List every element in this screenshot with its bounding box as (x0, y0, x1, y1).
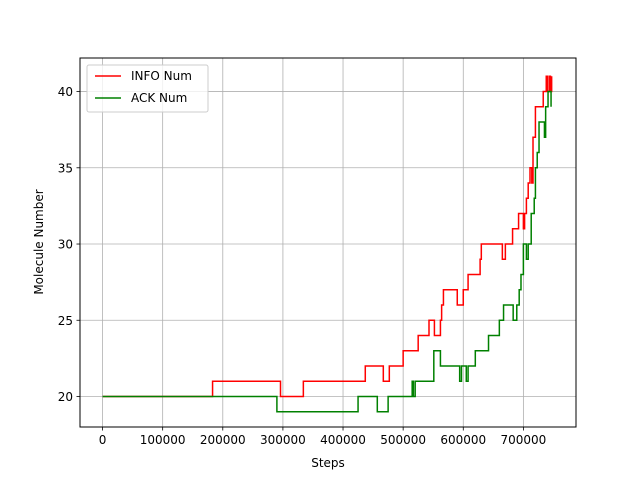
y-tick-label: 30 (58, 238, 73, 252)
y-tick-label: 35 (58, 161, 73, 175)
y-tick-label: 25 (58, 314, 73, 328)
legend-label-ack: ACK Num (131, 91, 187, 105)
x-tick-label: 200000 (200, 433, 246, 447)
x-tick-label: 600000 (440, 433, 486, 447)
series-layer (102, 75, 553, 413)
y-tick-label: 40 (58, 85, 73, 99)
y-axis-label: Molecule Number (32, 189, 46, 294)
x-tick-label: 300000 (260, 433, 306, 447)
y-tick-label: 20 (58, 390, 73, 404)
x-tick-label: 700000 (500, 433, 546, 447)
x-tick-label: 400000 (320, 433, 366, 447)
x-tick-label: 0 (99, 433, 107, 447)
x-axis-label: Steps (311, 456, 345, 470)
plot-frame (79, 57, 577, 428)
x-axis: 0 100000 200000 300000 400000 500000 600000 700… (99, 427, 546, 447)
series-line-info-num (102, 75, 553, 398)
legend: INFO Num ACK Num (86, 64, 209, 113)
x-tick-label: 100000 (140, 433, 186, 447)
series-line-ack-num (102, 90, 552, 413)
x-tick-label: 500000 (380, 433, 426, 447)
legend-label-info: INFO Num (131, 69, 192, 83)
y-axis: 20 25 30 35 40 (58, 85, 80, 404)
